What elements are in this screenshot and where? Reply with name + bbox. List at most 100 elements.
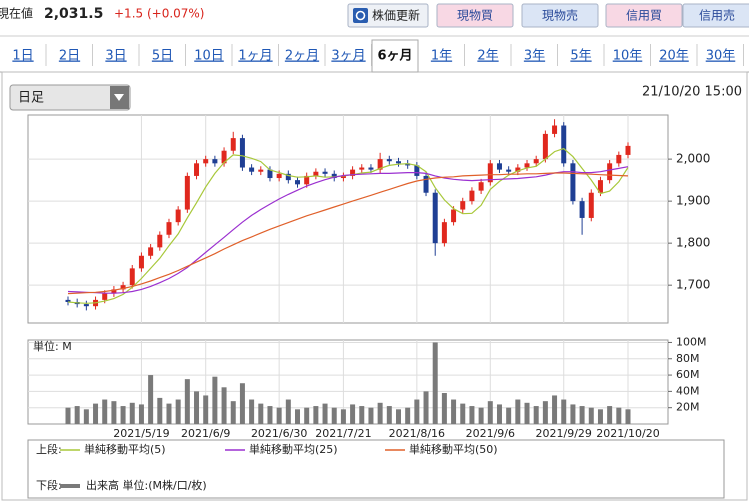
candle-body <box>588 192 594 218</box>
candle-body <box>561 125 567 164</box>
candle-body <box>276 173 282 179</box>
candle-body <box>616 154 622 164</box>
button[interactable] <box>682 3 749 28</box>
volume-bar <box>65 407 71 424</box>
volume-bar <box>276 407 282 424</box>
candle-body <box>423 175 429 193</box>
volume-plot-frame <box>27 339 669 425</box>
candle-body <box>432 192 438 244</box>
legend-label: 単純移動平均(50) <box>409 442 498 456</box>
candle-body <box>579 201 585 218</box>
volume-bar <box>175 399 181 424</box>
tab[interactable]: 3日 <box>105 49 126 64</box>
tab[interactable]: 1日 <box>12 49 33 64</box>
candle-body <box>221 150 227 164</box>
y-tick-label: 1,800 <box>676 236 710 250</box>
candle-body <box>295 180 301 185</box>
x-tick-label: 2021/8/16 <box>389 427 445 440</box>
tab[interactable]: 30年 <box>706 49 736 64</box>
candle-body <box>441 222 447 244</box>
x-tick-label: 2021/7/21 <box>315 427 371 440</box>
button[interactable] <box>436 3 514 28</box>
volume-bar <box>579 406 585 424</box>
tab[interactable]: 2日 <box>59 49 80 64</box>
volume-bar <box>350 404 356 424</box>
volume-bar <box>377 402 383 424</box>
tab[interactable]: 10年 <box>613 49 643 64</box>
candle-body <box>194 163 200 176</box>
volume-bar <box>203 395 209 424</box>
button-icon[interactable] <box>353 8 368 23</box>
button[interactable] <box>521 3 599 28</box>
price-change: +1.5 (+0.07%) <box>114 7 205 21</box>
dropdown[interactable] <box>9 84 131 111</box>
tab[interactable]: 10日 <box>194 49 224 64</box>
tab[interactable]: 2ヶ月 <box>285 49 319 64</box>
x-tick-label: 2021/9/6 <box>466 427 515 440</box>
candle-body <box>597 180 603 193</box>
volume-bar <box>194 391 200 424</box>
volume-bar <box>148 375 154 424</box>
volume-bar <box>83 409 89 424</box>
tab[interactable]: 2年 <box>477 49 498 64</box>
volume-bar <box>616 407 622 424</box>
volume-bar <box>120 406 126 424</box>
legend-label: 単純移動平均(25) <box>249 442 338 456</box>
volume-bar <box>597 409 603 424</box>
tab[interactable]: 5日 <box>152 49 173 64</box>
volume-bar <box>157 397 163 424</box>
button[interactable] <box>605 3 683 28</box>
candle-body <box>359 167 365 170</box>
volume-bar <box>304 407 310 424</box>
tab[interactable]: 20年 <box>659 49 689 64</box>
ma-line <box>67 166 629 294</box>
tab-selected[interactable] <box>371 39 419 73</box>
tab[interactable]: 3年 <box>524 49 545 64</box>
candle-body <box>478 182 484 191</box>
dropdown-text[interactable]: 日足 <box>18 91 44 106</box>
volume-bar <box>414 399 420 424</box>
volume-bar <box>258 403 264 424</box>
volume-bar <box>313 406 319 424</box>
tab[interactable]: 1ヶ月 <box>238 49 272 64</box>
volume-bar <box>405 407 411 424</box>
button-label[interactable]: 現物買 <box>457 9 493 23</box>
candle-body <box>203 159 209 164</box>
button[interactable] <box>347 3 429 28</box>
candle-body <box>552 125 558 134</box>
tab[interactable]: 3ヶ月 <box>331 49 365 64</box>
tab[interactable]: 1年 <box>431 49 452 64</box>
volume-bar <box>533 406 539 424</box>
volume-bar <box>423 391 429 424</box>
legend-label: 出来高 単位:(M株/口/枚) <box>86 478 207 492</box>
candle-body <box>267 169 273 179</box>
volume-bar <box>359 406 365 424</box>
candle-body <box>460 201 466 210</box>
button-label[interactable]: 株価更新 <box>372 8 420 23</box>
tab[interactable]: 6ヶ月 <box>377 49 412 64</box>
candle-body <box>175 209 181 223</box>
candle-body <box>607 163 613 181</box>
volume-bar <box>487 401 493 424</box>
tab[interactable]: 5年 <box>570 49 591 64</box>
y-tick-label: 60M <box>676 368 700 381</box>
candle-body <box>570 163 576 202</box>
dropdown-arrow[interactable] <box>114 94 124 101</box>
candle-body <box>230 138 236 151</box>
volume-bar <box>515 399 521 424</box>
volume-bar <box>441 393 447 424</box>
candle-body <box>166 222 172 235</box>
volume-bar <box>340 409 346 424</box>
button-label[interactable]: 信用買 <box>626 9 662 23</box>
candle-body <box>625 145 631 155</box>
button-label[interactable]: 信用売 <box>699 8 735 23</box>
volume-bar <box>93 403 99 424</box>
volume-bar <box>322 403 328 424</box>
button-label[interactable]: 現物売 <box>542 8 578 23</box>
volume-bar <box>249 399 255 424</box>
volume-bar <box>285 399 291 424</box>
button-icon[interactable] <box>355 10 366 21</box>
candle-body <box>496 163 502 170</box>
candle-body <box>304 175 310 185</box>
